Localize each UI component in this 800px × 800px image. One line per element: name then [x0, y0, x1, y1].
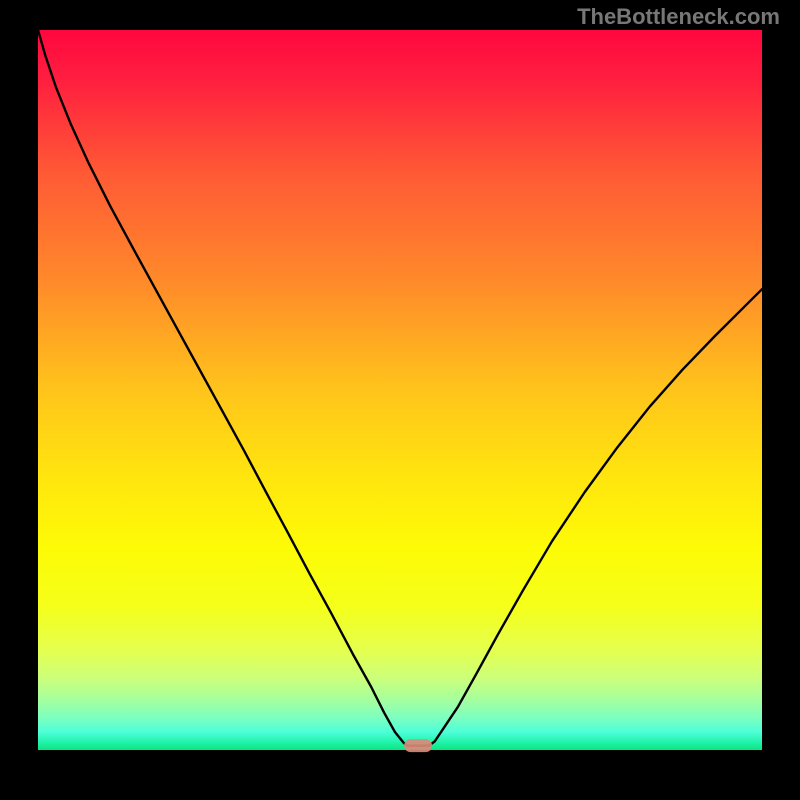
plot-gradient-area [38, 30, 762, 750]
bottleneck-chart: TheBottleneck.com [0, 0, 800, 800]
watermark-text: TheBottleneck.com [577, 4, 780, 29]
optimal-point-marker [404, 739, 432, 752]
